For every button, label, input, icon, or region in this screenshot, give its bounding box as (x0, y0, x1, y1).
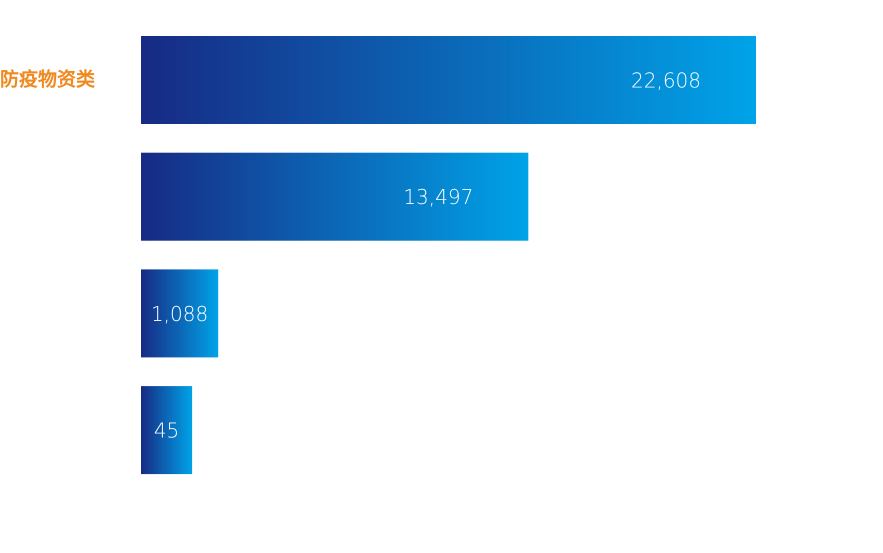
bar (141, 386, 193, 475)
bar (141, 36, 756, 124)
value-label: 22,608 (631, 69, 701, 93)
value-label: 45 (154, 419, 179, 443)
bar (141, 269, 219, 358)
value-label: 1,088 (151, 302, 208, 326)
value-label: 13,497 (403, 185, 473, 209)
category-label: 防疫物资类 (0, 68, 95, 91)
bar (141, 152, 529, 241)
